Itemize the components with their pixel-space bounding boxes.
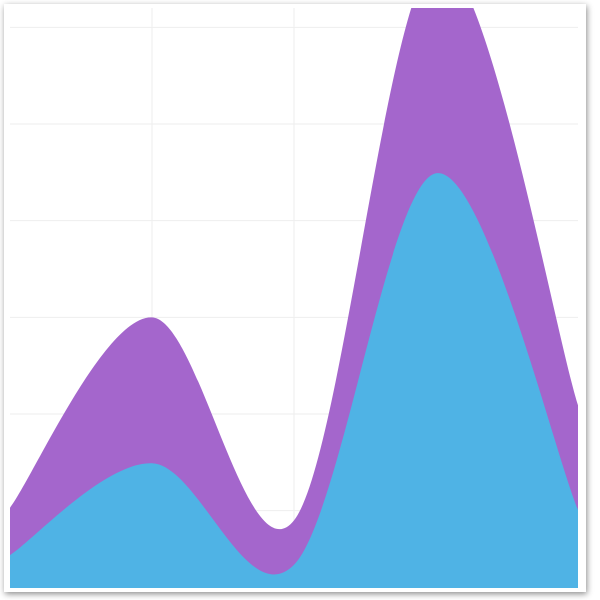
area: [10, 173, 578, 588]
areas: [10, 8, 578, 588]
